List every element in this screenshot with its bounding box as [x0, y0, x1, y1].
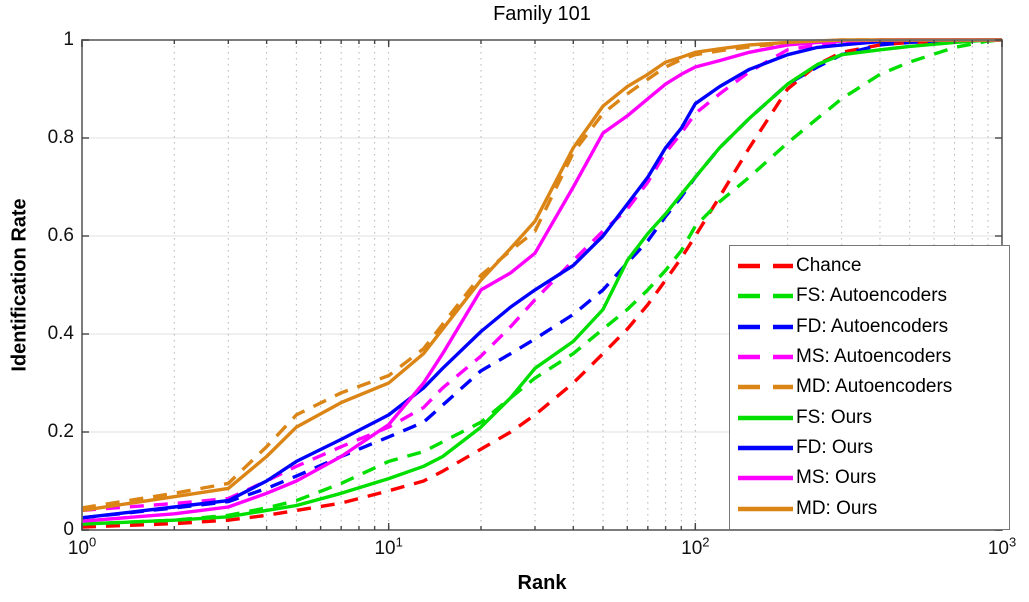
- x-tick-base: 10: [681, 538, 703, 559]
- legend-item-chance: Chance: [737, 251, 1009, 281]
- legend-line-sample: [738, 294, 793, 299]
- curve-fs-ours: [81, 38, 1002, 526]
- legend-item-label: Chance: [796, 255, 862, 277]
- legend-item-label: MD: Ours: [796, 497, 878, 519]
- legend-line-sample: [738, 324, 793, 329]
- x-tick-base: 10: [67, 538, 89, 559]
- x-tick-label: 101: [354, 534, 424, 560]
- y-tick-label: 0.8: [47, 127, 74, 148]
- curve-md-autoencoders: [81, 38, 1002, 510]
- legend-item-label: FS: Autoencoders: [796, 285, 948, 307]
- legend-item-fd-ours: FD: Ours: [737, 433, 1009, 463]
- legend-line-sample: [738, 506, 793, 511]
- x-tick-base: 10: [987, 538, 1009, 559]
- legend-line-sample: [738, 445, 793, 451]
- x-tick-exponent: 1: [395, 534, 403, 550]
- chart-title: Family 101: [493, 3, 591, 25]
- legend-item-label: MS: Ours: [796, 467, 877, 489]
- y-tick-label: 0.4: [47, 323, 74, 344]
- legend-line-sample: [738, 385, 793, 390]
- curve-chance: [81, 38, 1002, 529]
- legend-item-ms-ours: MS: Ours: [737, 463, 1009, 493]
- x-axis-label: Rank: [517, 572, 567, 594]
- curve-fs-autoencoders: [81, 38, 1003, 526]
- x-tick-exponent: 3: [1008, 534, 1017, 550]
- y-tick-label: 1: [63, 29, 74, 50]
- legend-item-md-autoencoders: MD: Autoencoders: [737, 372, 1009, 402]
- legend-line-sample: [738, 415, 793, 420]
- legend-item-label: FD: Autoencoders: [796, 315, 949, 337]
- legend-line-sample: [738, 263, 793, 269]
- x-tick-label: 102: [660, 534, 730, 560]
- legend-line-sample: [738, 354, 793, 360]
- legend-item-label: FD: Ours: [796, 436, 874, 458]
- legend-item-fd-autoencoders: FD: Autoencoders: [737, 312, 1009, 342]
- legend-item-fs-autoencoders: FS: Autoencoders: [737, 281, 1009, 311]
- y-tick-label: 0.6: [47, 225, 74, 246]
- x-tick-label: 103: [967, 534, 1029, 560]
- x-tick-base: 10: [374, 538, 396, 559]
- legend-item-md-ours: MD: Ours: [737, 493, 1009, 523]
- curve-fd-ours: [81, 38, 1002, 520]
- legend-line-sample: [738, 475, 793, 481]
- x-tick-label: 100: [47, 534, 117, 560]
- legend: Chance FS: Autoencoders FD: Autoencoders MS…: [729, 245, 1010, 530]
- legend-item-label: FS: Ours: [796, 406, 873, 428]
- legend-item-fs-ours: FS: Ours: [737, 402, 1009, 432]
- y-tick-label: 0: [63, 519, 74, 540]
- x-tick-exponent: 0: [88, 534, 97, 550]
- legend-item-ms-autoencoders: MS: Autoencoders: [737, 342, 1009, 372]
- legend-item-label: MS: Autoencoders: [796, 346, 952, 368]
- x-tick-exponent: 2: [702, 534, 710, 550]
- y-tick-label: 0.2: [47, 421, 74, 442]
- legend-item-label: MD: Autoencoders: [796, 376, 953, 398]
